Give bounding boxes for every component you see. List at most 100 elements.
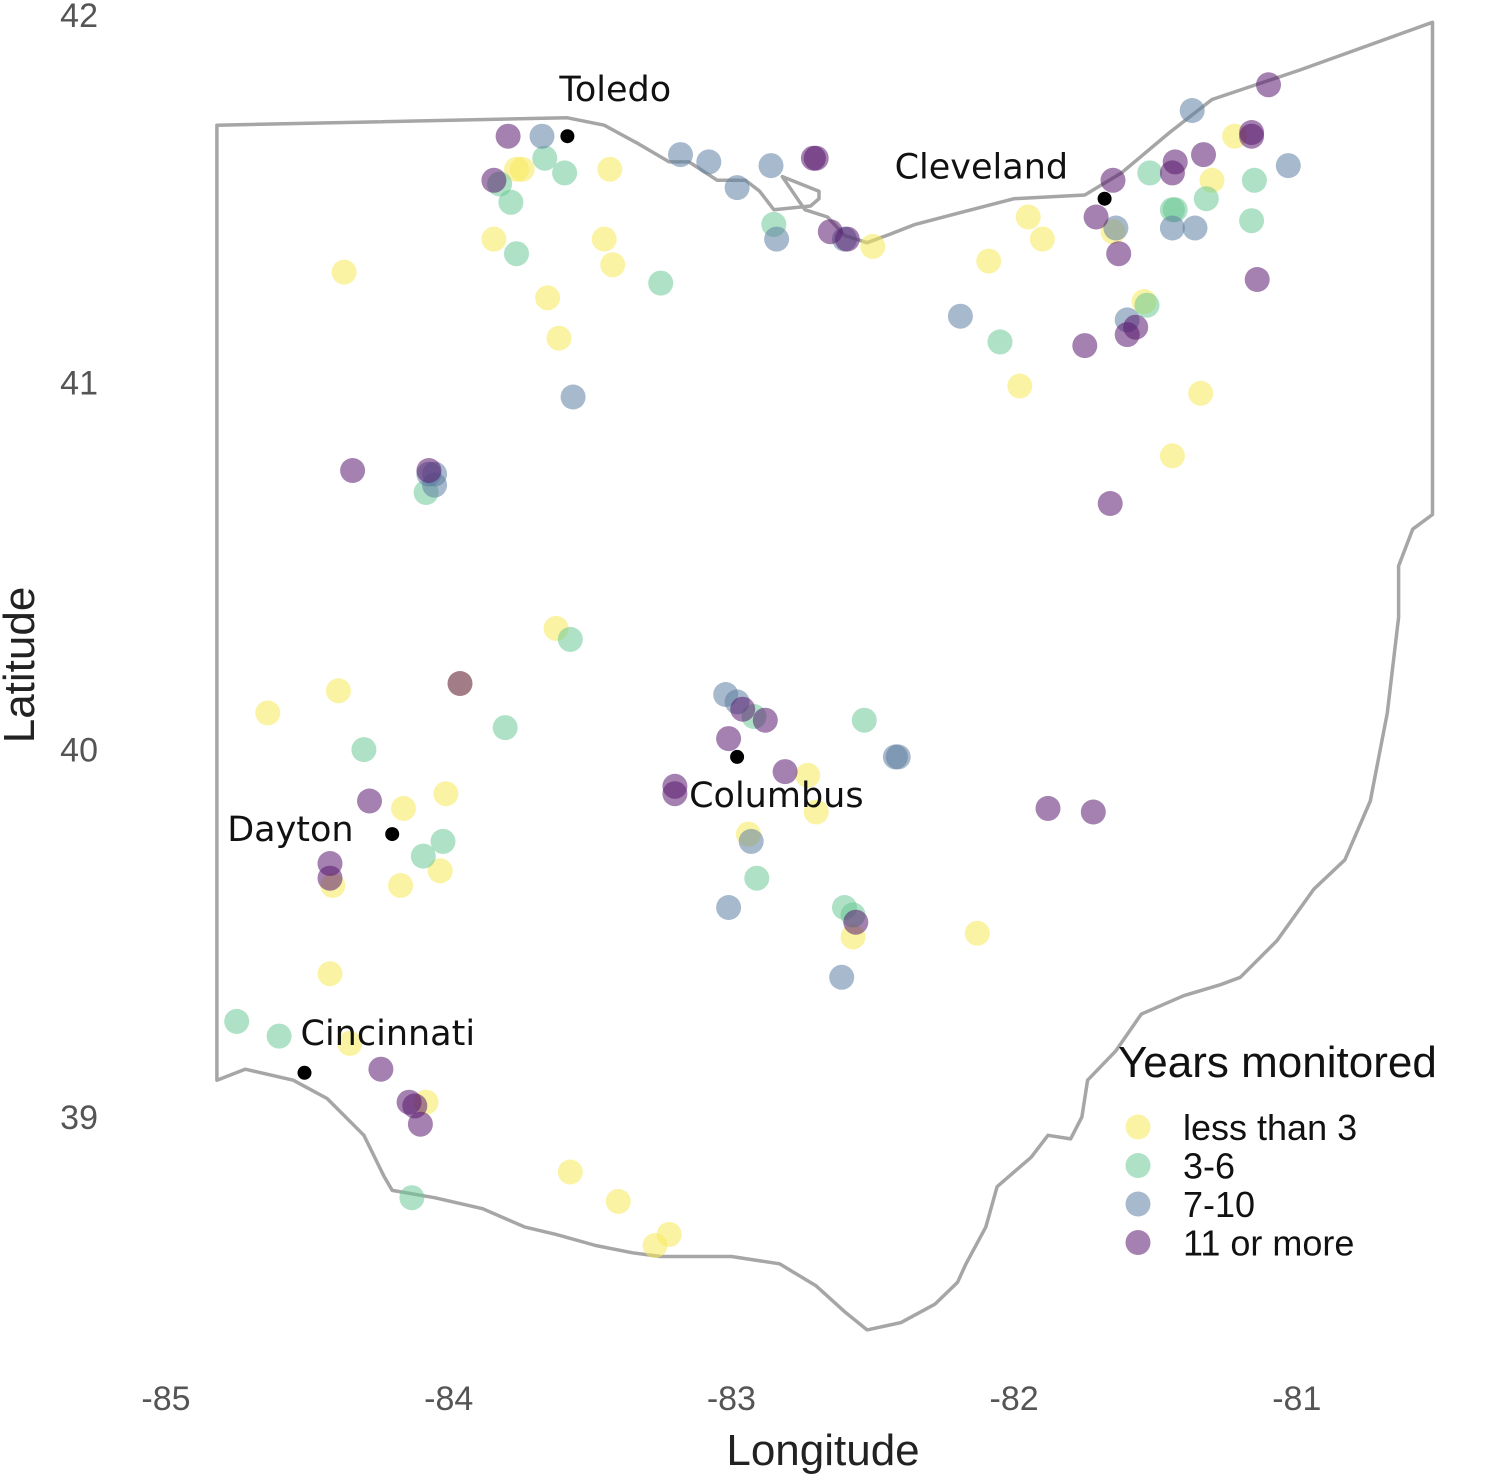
site-point-3-6 <box>532 145 558 171</box>
site-point-3-6 <box>1162 197 1188 223</box>
site-point-11-or-more <box>1256 72 1281 98</box>
x-tick-label: -85 <box>141 1380 190 1418</box>
site-point-3-6 <box>1241 167 1267 193</box>
site-point-less-than-3 <box>605 1188 631 1214</box>
x-tick-label: -83 <box>707 1380 756 1418</box>
site-point-11-or-more <box>752 707 778 733</box>
y-tick-label: 39 <box>60 1099 98 1137</box>
city-label-columbus: Columbus <box>689 776 864 816</box>
city-marker-columbus <box>730 749 745 764</box>
site-point-11-or-more <box>1072 333 1098 359</box>
site-point-11-or-more <box>1100 167 1126 193</box>
site-point-less-than-3 <box>535 285 561 311</box>
site-point-less-than-3 <box>600 252 626 278</box>
site-point-less-than-3 <box>976 248 1002 274</box>
site-point-less-than-3 <box>427 858 453 884</box>
site-point-7-10 <box>668 142 693 168</box>
legend-label-7-10: 7-10 <box>1183 1184 1255 1225</box>
city-label-dayton: Dayton <box>227 810 353 850</box>
site-point-less-than-3 <box>597 156 623 182</box>
city-marker-cincinnati <box>297 1065 312 1080</box>
site-point-7-10 <box>724 175 750 201</box>
site-point-11-or-more <box>834 226 860 252</box>
site-point-3-6 <box>1134 292 1160 318</box>
site-point-11-or-more <box>1035 795 1061 821</box>
site-point-3-6 <box>851 707 877 733</box>
site-point-less-than-3 <box>1007 373 1033 399</box>
legend-key-less-than-3 <box>1125 1114 1151 1140</box>
site-point-11-or-more <box>407 1111 433 1137</box>
site-point-less-than-3 <box>860 233 886 259</box>
site-point-11-or-more <box>772 759 798 785</box>
city-marker-cleveland <box>1097 191 1112 206</box>
site-point-11-or-more <box>1114 322 1140 348</box>
site-point-less-than-3 <box>391 795 416 821</box>
legend-key-3-6 <box>1125 1153 1151 1178</box>
site-point-less-than-3 <box>481 226 507 252</box>
site-point-less-than-3 <box>317 961 343 987</box>
site-point-less-than-3 <box>795 762 821 788</box>
site-point-7-10 <box>758 153 784 179</box>
site-point-7-10 <box>529 123 555 149</box>
site-point-less-than-3 <box>509 156 535 182</box>
legend-label-11-or-more: 11 or more <box>1183 1223 1354 1264</box>
city-label-cleveland: Cleveland <box>895 148 1069 188</box>
site-point-11-or-more <box>368 1056 394 1082</box>
legend-key-7-10 <box>1125 1191 1151 1217</box>
site-point-less-than-3 <box>337 1030 363 1056</box>
site-point-3-6 <box>1193 186 1219 212</box>
site-point-less-than-3 <box>1188 380 1214 406</box>
site-point-7-10 <box>738 828 764 854</box>
site-point-less-than-3 <box>964 920 990 946</box>
site-point-3-6 <box>744 865 770 891</box>
site-point-3-6 <box>224 1008 250 1034</box>
y-tick-label: 40 <box>60 732 98 770</box>
site-point-less-than-3 <box>1159 443 1185 469</box>
x-axis-ticks: -85 -84 -83 -82 -81 <box>141 1380 1321 1418</box>
site-point-less-than-3 <box>591 226 617 252</box>
x-axis-title: Longitude <box>726 1426 919 1475</box>
site-point-3-6 <box>399 1185 425 1211</box>
site-point-3-6 <box>430 828 456 854</box>
site-point-less-than-3 <box>255 700 281 726</box>
site-point-11-or-more <box>803 145 829 171</box>
site-point-3-6 <box>987 329 1013 355</box>
city-marker-dayton <box>385 827 400 842</box>
site-point-11-or-more <box>1106 241 1132 267</box>
site-point-3-6 <box>410 843 436 869</box>
site-point-3-6 <box>552 160 578 186</box>
site-point-7-10 <box>764 226 790 252</box>
site-point-11-or-more <box>1080 799 1106 825</box>
site-point-11-or-more <box>1244 267 1270 292</box>
legend-key-11-or-more <box>1125 1230 1151 1255</box>
site-point-3-6 <box>266 1023 292 1049</box>
site-point-11-or-more <box>716 726 742 752</box>
site-point-less-than-3 <box>433 781 459 807</box>
site-point-7-10 <box>947 303 973 329</box>
site-point-7-10 <box>716 895 742 920</box>
x-tick-label: -82 <box>990 1380 1039 1418</box>
site-point-7-10 <box>696 149 722 175</box>
site-point-less-than-3 <box>642 1233 668 1258</box>
site-point-3-6 <box>1137 160 1163 186</box>
city-markers: Toledo Cleveland Columbus Dayton Cincinnati <box>227 70 1112 1080</box>
city-label-toledo: Toledo <box>558 70 671 110</box>
legend-title: Years monitored <box>1118 1038 1437 1087</box>
site-point-3-6 <box>351 737 377 763</box>
site-point-11-or-more <box>662 781 688 807</box>
site-point-7-10 <box>1159 215 1185 241</box>
x-tick-label: -84 <box>424 1380 473 1418</box>
site-point-7-10 <box>1179 98 1205 123</box>
site-point-11-or-more <box>1159 160 1185 186</box>
site-point-7-10 <box>560 384 586 410</box>
site-point-less-than-3 <box>546 325 572 351</box>
site-point-less-than-3 <box>1015 204 1041 230</box>
site-point-11-or-more <box>317 865 343 891</box>
ohio-state-border <box>215 20 1435 1332</box>
site-point-11-or-more <box>730 696 756 722</box>
site-point-3-6 <box>648 270 674 296</box>
site-point-7-10 <box>1182 215 1208 241</box>
site-point-11-or-more <box>1191 142 1216 168</box>
site-point-less-than-3 <box>1029 226 1055 252</box>
